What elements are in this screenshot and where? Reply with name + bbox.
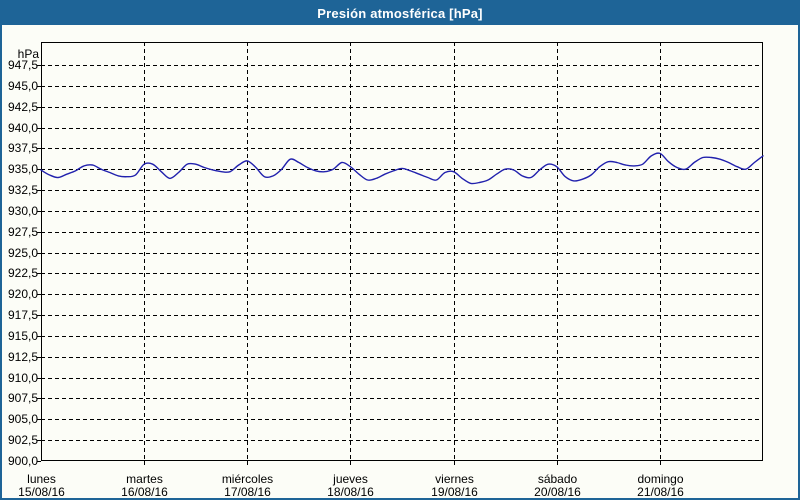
y-axis-unit-label: hPa [18,47,40,61]
y-tick-label: 917,5 [8,308,38,322]
y-tick-label: 947,5 [8,58,38,72]
day-name-label: martes [126,472,163,486]
y-tick-label: 940,0 [8,121,38,135]
day-date-label: 19/08/16 [431,485,478,498]
day-name-label: domingo [637,472,683,486]
y-tick-label: 932,5 [8,183,38,197]
day-name-label: jueves [332,472,368,486]
y-tick-label: 902,5 [8,433,38,447]
y-tick-label: 942,5 [8,100,38,114]
day-name-label: miércoles [222,472,273,486]
y-tick-label: 945,0 [8,79,38,93]
y-tick-label: 930,0 [8,204,38,218]
y-tick-label: 922,5 [8,266,38,280]
day-name-label: lunes [27,472,56,486]
plot-frame [41,42,763,461]
plot-border [41,42,763,461]
axis-ticks [37,65,661,465]
day-date-label: 20/08/16 [534,485,581,498]
y-tick-label: 907,5 [8,391,38,405]
day-date-label: 18/08/16 [327,485,374,498]
y-tick-label: 915,0 [8,329,38,343]
day-name-label: viernes [435,472,474,486]
pressure-line [40,152,764,185]
day-date-label: 21/08/16 [637,485,684,498]
day-date-label: 17/08/16 [224,485,271,498]
y-tick-label: 910,0 [8,371,38,385]
y-tick-label: 920,0 [8,287,38,301]
y-tick-label: 935,0 [8,162,38,176]
day-date-label: 15/08/16 [18,485,65,498]
day-name-label: sábado [538,472,578,486]
y-tick-label: 900,0 [8,454,38,468]
title-bar: Presión atmosférica [hPa] [2,2,798,25]
day-date-label: 16/08/16 [121,485,168,498]
y-axis-labels: 947,5 945,0 942,5 940,0 937,5 935,0 932,5 930,0… [8,58,38,468]
y-tick-label: 925,0 [8,246,38,260]
y-tick-label: 905,0 [8,412,38,426]
y-tick-label: 927,5 [8,225,38,239]
y-tick-label: 912,5 [8,350,38,364]
grid-lines [41,42,763,461]
y-tick-label: 937,5 [8,141,38,155]
